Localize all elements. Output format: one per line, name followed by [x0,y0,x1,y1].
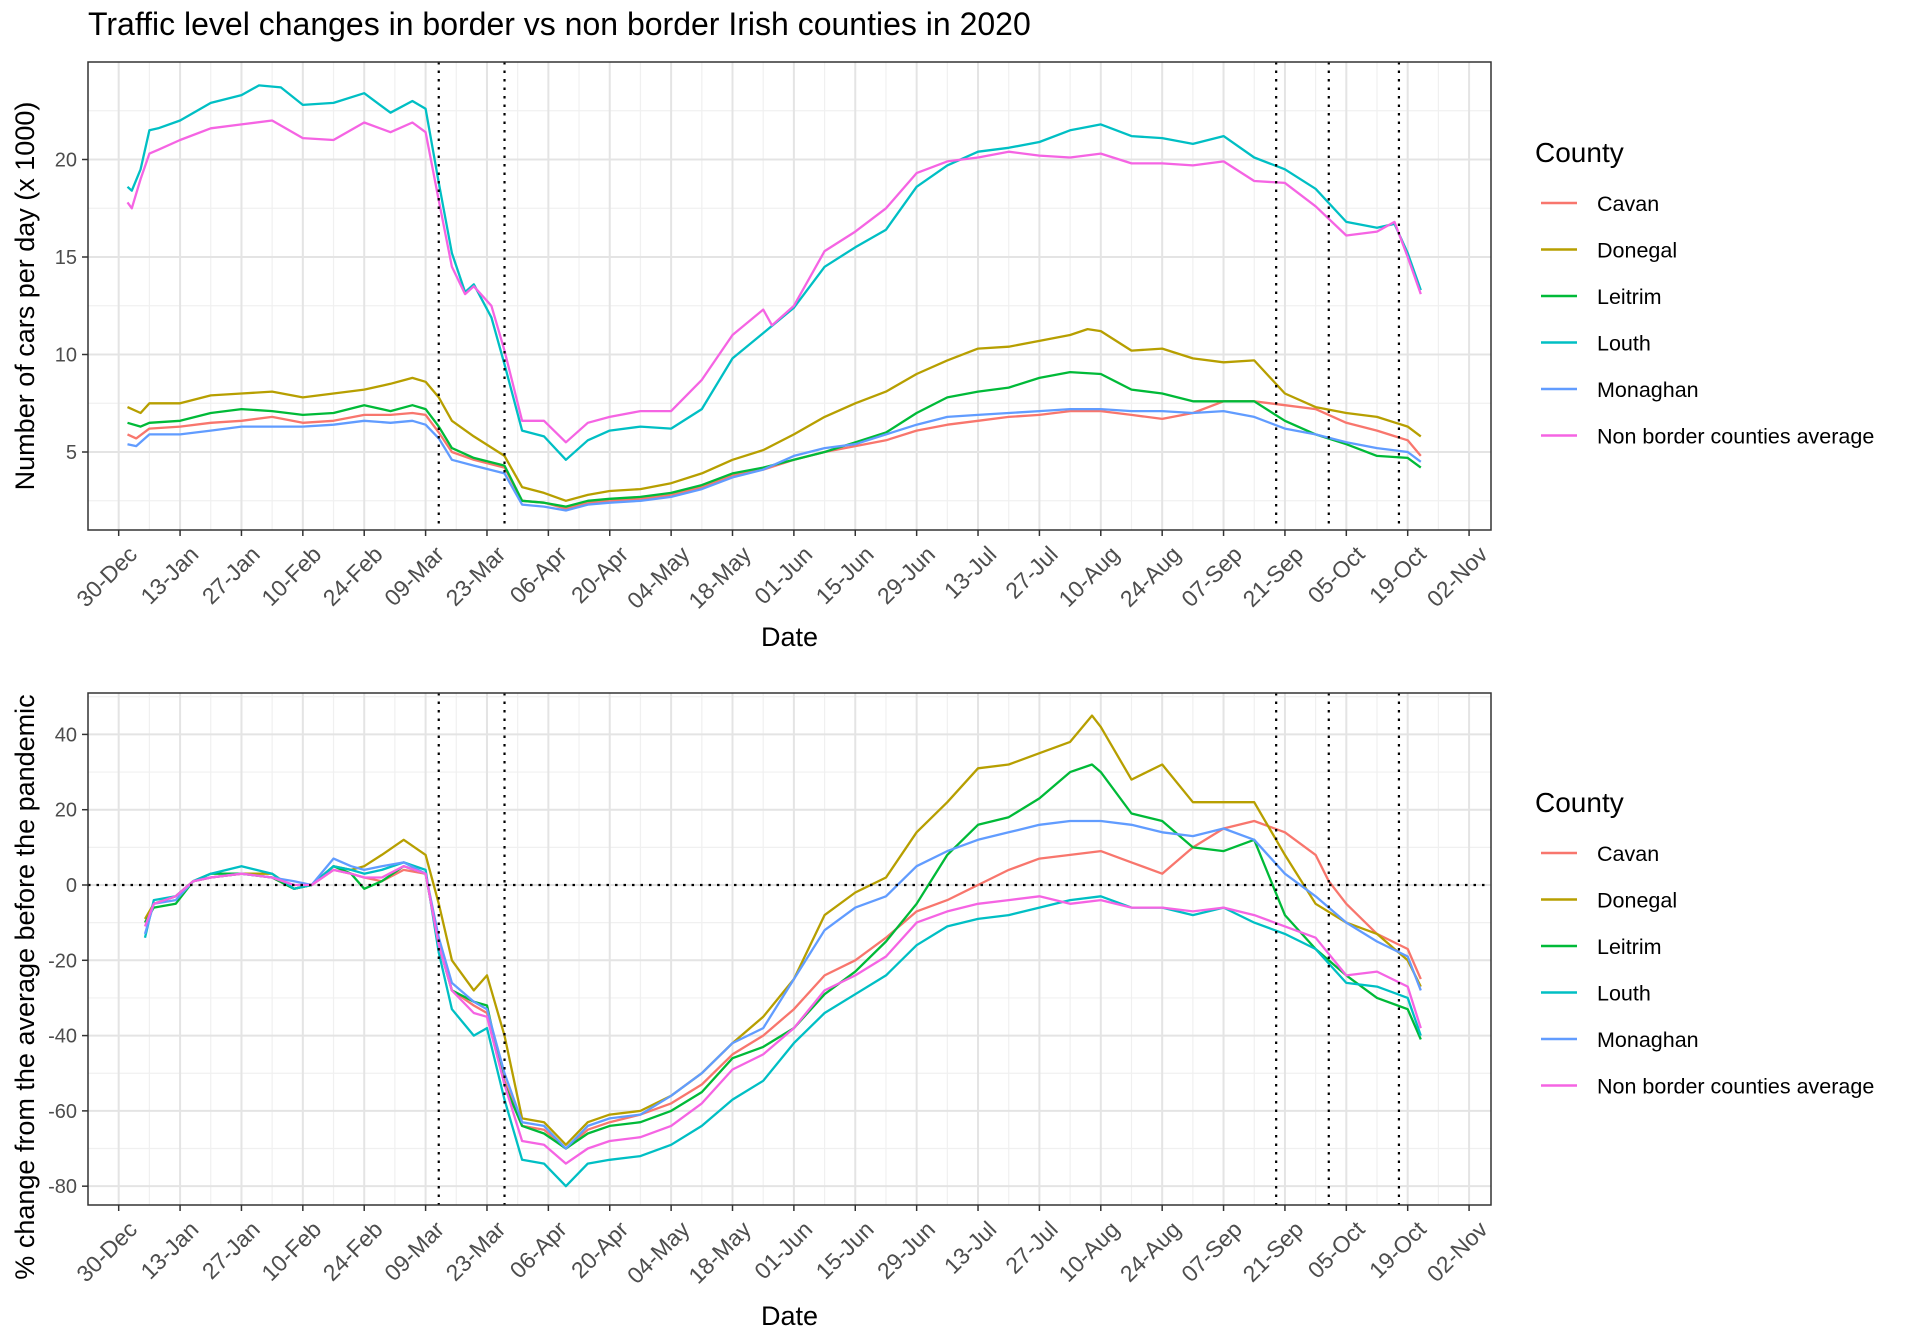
chart-panel-2: -80 -60 -40 -20 0 20 40 30-Dec13-Jan27-Jan10-Fe… [10,692,1874,1331]
legend-label: Donegal [1597,239,1677,263]
x-tick-label: 18-May [683,1216,756,1289]
x-tick-label: 23-Mar [440,1216,510,1286]
y-tick-label: 20 [55,150,77,172]
legend: County Cavan Donegal Leitrim Louth Monaghan No… [1535,787,1874,1099]
x-tick-label: 27-Jan [197,541,265,609]
x-tick-label: 09-Mar [379,1216,449,1286]
legend-label: Cavan [1597,842,1659,866]
plot-background [88,693,1491,1205]
plot-border [87,692,1492,1206]
legend-label: Louth [1597,332,1651,356]
x-tick-label: 19-Oct [1364,1216,1432,1284]
x-tick-label: 01-Jun [749,541,817,609]
series-line-monaghan [143,819,1422,1150]
x-tick-label: 21-Sep [1238,1216,1309,1287]
x-tick-label: 13-Jan [135,1216,203,1284]
series-line-louth [126,84,1422,461]
x-tick-label: 21-Sep [1238,541,1309,612]
y-tick-label: 20 [55,800,77,822]
x-tick-label: 01-Jun [749,1216,817,1284]
series-line-leitrim [127,370,1422,508]
x-axis-title: Date [761,622,818,652]
x-tick-label: 18-May [683,541,756,614]
x-tick-label: 30-Dec [71,1216,142,1287]
x-tick-label: 10-Feb [256,1216,326,1286]
x-tick-label: 15-Jun [811,541,879,609]
x-tick-label: 04-May [622,1216,695,1289]
legend-label: Non border counties average [1597,1075,1874,1099]
x-tick-label: 10-Feb [256,541,326,611]
x-tick-label: 06-Apr [505,541,572,608]
legend-label: Monaghan [1597,1028,1699,1052]
x-tick-label: 02-Nov [1422,1216,1493,1287]
x-tick-label: 13-Jul [939,541,1002,604]
chart-panel-1: 5 10 15 20 30-Dec13-Jan27-Jan10-Feb24-Feb09-… [10,61,1874,652]
y-tick-label: 5 [66,442,77,464]
series-line-monaghan [127,407,1422,512]
x-tick-label: 15-Jun [811,1216,879,1284]
x-tick-label: 10-Aug [1053,541,1124,612]
x-tick-label: 20-Apr [566,541,633,608]
legend-label: Non border counties average [1597,425,1874,449]
x-tick-label: 24-Feb [318,541,388,611]
legend-title: County [1535,137,1624,168]
y-tick-label: -60 [48,1101,77,1123]
y-tick-label: -40 [48,1026,77,1048]
x-tick-label: 27-Jan [197,1216,265,1284]
page-title: Traffic level changes in border vs non b… [88,6,1031,42]
x-tick-label: 23-Mar [440,541,510,611]
series-line-non-border-counties-average [143,865,1422,1165]
y-axis-title: % change from the average before the pan… [10,694,40,1279]
x-tick-label: 24-Feb [318,1216,388,1286]
legend-label: Louth [1597,982,1651,1006]
x-tick-label: 20-Apr [566,1216,633,1283]
x-tick-label: 13-Jul [939,1216,1002,1279]
x-tick-label: 24-Aug [1115,1216,1186,1287]
series-line-non-border-counties-average [126,119,1422,444]
y-tick-label: -20 [48,950,77,972]
x-tick-label: 30-Dec [71,541,142,612]
legend-title: County [1535,787,1624,818]
y-tick-label: 10 [55,345,77,367]
y-axis-title: Number of cars per day (x 1000) [10,102,40,491]
x-tick-label: 09-Mar [379,541,449,611]
x-tick-label: 07-Sep [1176,1216,1247,1287]
legend-label: Leitrim [1597,935,1662,959]
y-tick-label: 15 [55,247,77,269]
legend-label: Leitrim [1597,285,1662,309]
x-tick-label: 29-Jun [872,1216,940,1284]
x-axis-title: Date [761,1301,818,1331]
y-tick-label: -80 [48,1176,77,1198]
legend: County Cavan Donegal Leitrim Louth Monaghan No… [1535,137,1874,449]
series-line-donegal [127,327,1422,502]
x-tick-label: 04-May [622,541,695,614]
legend-label: Cavan [1597,192,1659,216]
x-tick-label: 02-Nov [1422,541,1493,612]
x-tick-label: 05-Oct [1303,541,1371,609]
x-tick-label: 05-Oct [1303,1216,1371,1284]
legend-label: Monaghan [1597,378,1699,402]
x-tick-label: 29-Jun [872,541,940,609]
legend-label: Donegal [1597,889,1677,913]
x-tick-label: 13-Jan [135,541,203,609]
series-line-louth [143,861,1422,1188]
x-tick-label: 10-Aug [1053,1216,1124,1287]
y-tick-label: 0 [66,875,77,897]
x-tick-label: 06-Apr [505,1216,572,1283]
plot-border [87,61,1492,531]
y-tick-label: 40 [55,724,77,746]
x-tick-label: 07-Sep [1176,541,1247,612]
x-tick-label: 24-Aug [1115,541,1186,612]
x-tick-label: 19-Oct [1364,541,1432,609]
